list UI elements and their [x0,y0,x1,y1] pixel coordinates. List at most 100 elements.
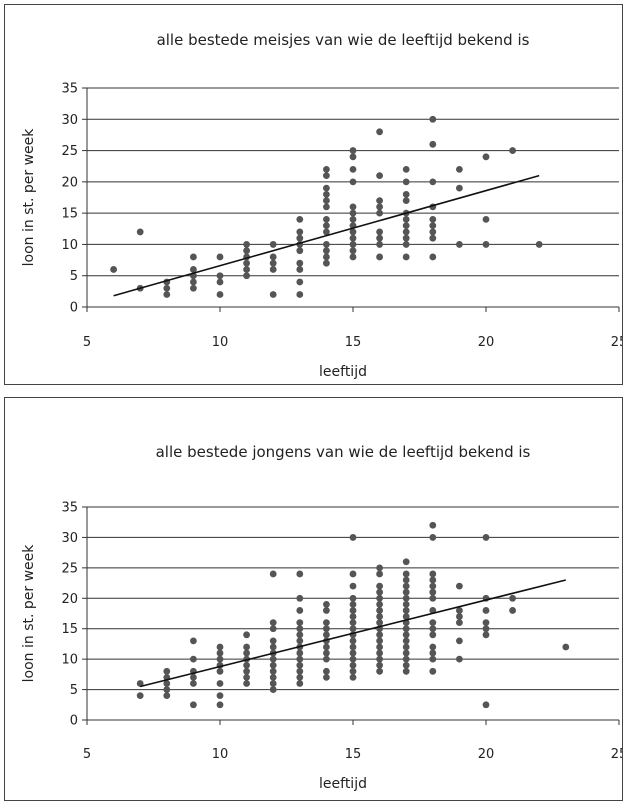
data-point [190,655,197,663]
data-point [376,619,383,627]
data-point [456,241,463,248]
data-point [323,649,330,657]
data-point [509,147,516,154]
y-tick-label: 30 [61,113,78,128]
data-point [429,619,437,627]
data-point [456,165,463,173]
data-point [456,637,463,645]
data-point [216,643,224,651]
data-point [349,643,357,651]
data-point [323,228,330,236]
y-axis-label: loon in st. per week [21,128,37,267]
data-point [190,680,197,687]
data-point [482,625,490,633]
data-point [163,692,171,700]
data-point [482,619,490,627]
data-point [376,667,383,675]
data-point [296,637,304,645]
data-point [136,680,144,687]
x-axis-label: leeftijd [319,364,367,380]
data-point [402,667,410,675]
data-point [376,582,383,590]
data-point [402,234,410,242]
data-point [243,266,251,273]
data-point [429,222,437,230]
data-point [456,613,463,620]
data-point [402,649,410,657]
data-point [429,594,437,602]
data-point [323,172,330,180]
data-point [296,570,304,578]
data-point [323,655,330,663]
data-point [349,613,357,620]
data-point [323,253,330,261]
data-point [349,570,357,578]
data-point [296,661,304,669]
data-point [349,178,357,186]
data-point [429,631,437,639]
data-point [456,619,463,627]
data-point [136,228,144,236]
data-point [349,241,357,248]
data-point [269,619,277,627]
data-point [163,680,171,687]
data-point [482,701,490,709]
data-point [269,241,277,248]
x-tick-label: 25 [611,747,622,762]
data-point [376,594,383,602]
data-point [429,625,437,633]
data-point [349,247,357,255]
data-point [402,253,410,261]
data-point [482,216,490,223]
data-point [402,178,410,186]
y-tick-label: 5 [70,683,78,698]
data-point [349,228,357,236]
data-point [376,613,383,620]
data-point [269,667,277,675]
data-point [349,582,357,590]
data-point [296,619,304,627]
data-point [216,649,224,657]
data-point [376,128,383,136]
data-point [323,241,330,248]
y-tick-label: 10 [61,653,78,668]
y-tick-label: 5 [70,269,78,284]
data-point [509,594,516,602]
data-point [535,241,543,248]
data-point [429,521,437,529]
data-point [296,216,304,223]
data-point [269,625,277,633]
data-point [243,643,251,651]
data-point [429,643,437,651]
data-point [402,594,410,602]
data-point [402,600,410,608]
data-point [296,625,304,633]
data-point [269,686,277,693]
data-point [323,600,330,608]
data-point [296,680,304,687]
data-point [402,197,410,205]
data-point [296,228,304,236]
data-point [376,234,383,242]
data-point [269,661,277,669]
data-point [402,241,410,248]
data-point [296,234,304,242]
data-point [402,607,410,614]
data-point [429,234,437,242]
data-point [456,655,463,663]
data-point [243,674,251,681]
data-point [296,291,304,298]
data-point [269,253,277,261]
data-point [349,209,357,217]
data-point [296,674,304,681]
data-point [216,701,224,709]
data-point [349,165,357,173]
data-point [269,266,277,273]
data-point [269,643,277,651]
y-tick-label: 25 [61,561,78,576]
chart-title: alle bestede meisjes van wie de leeftijd… [157,31,530,49]
data-point [323,203,330,211]
data-point [402,643,410,651]
data-point [376,631,383,639]
data-point [402,588,410,596]
